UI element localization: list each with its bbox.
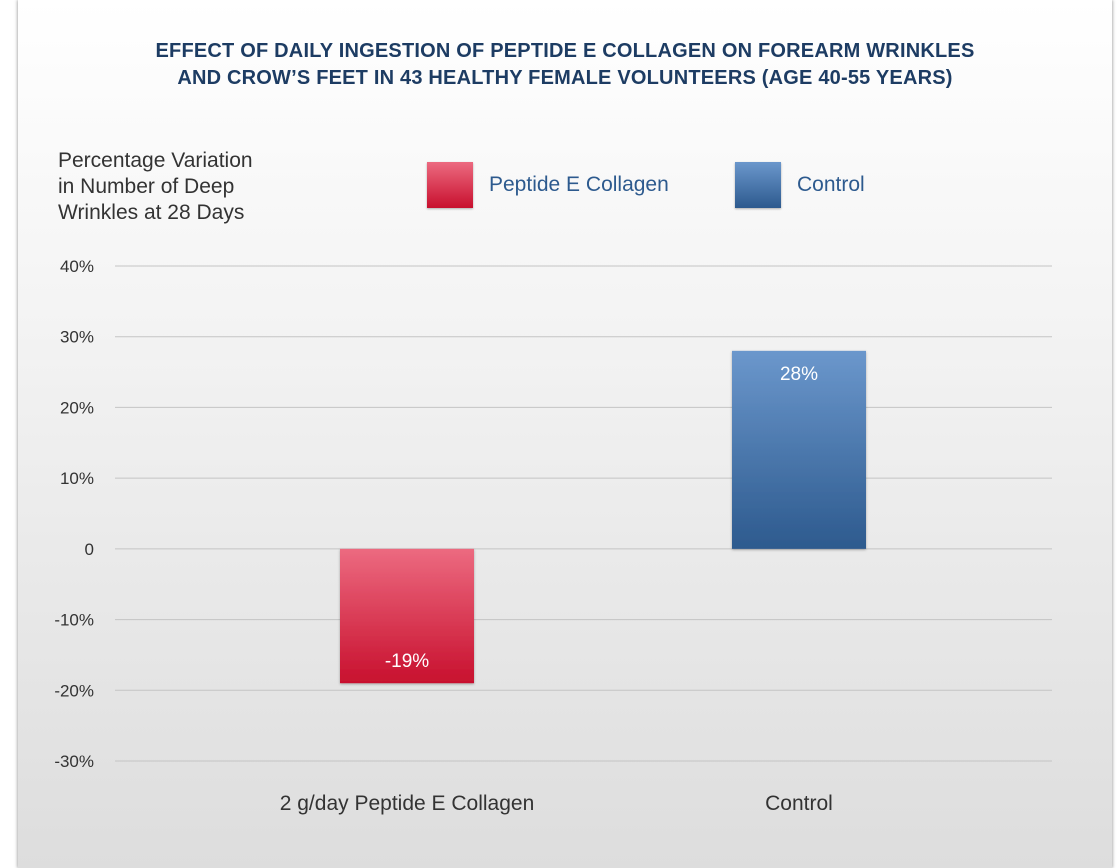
- y-axis-label: Percentage Variation in Number of Deep W…: [58, 148, 253, 226]
- y-tick-label: 40%: [60, 257, 94, 276]
- legend-item-control: Control: [735, 162, 865, 208]
- y-tick-label: 10%: [60, 469, 94, 488]
- legend-label-peptide: Peptide E Collagen: [489, 173, 669, 196]
- chart-title-line-2: AND CROW’S FEET IN 43 HEALTHY FEMALE VOL…: [177, 67, 953, 89]
- y-tick-label: 30%: [60, 328, 94, 347]
- chart-panel: [18, 0, 1112, 868]
- chart-title-line-1: EFFECT OF DAILY INGESTION OF PEPTIDE E C…: [155, 40, 975, 62]
- y-tick-label: -20%: [54, 681, 94, 700]
- y-axis-label-line-1: Percentage Variation: [58, 149, 253, 172]
- y-tick-label: -30%: [54, 752, 94, 771]
- y-tick-label: -10%: [54, 611, 94, 630]
- bar-peptide-e-collagen: [340, 548, 474, 684]
- y-axis-label-line-3: Wrinkles at 28 Days: [58, 201, 245, 224]
- legend-swatch-control: [735, 162, 781, 208]
- data-label: 28%: [780, 364, 818, 385]
- x-category-label: 2 g/day Peptide E Collagen: [280, 792, 535, 815]
- legend-label-control: Control: [797, 173, 865, 196]
- y-tick-label: 0: [85, 540, 94, 559]
- data-label: -19%: [385, 651, 429, 672]
- x-category-label: Control: [765, 792, 833, 815]
- legend-swatch-peptide: [427, 162, 473, 208]
- chart-title: EFFECT OF DAILY INGESTION OF PEPTIDE E C…: [18, 38, 1112, 92]
- y-axis-label-line-2: in Number of Deep: [58, 175, 235, 198]
- bar-control: [732, 350, 866, 549]
- legend-item-peptide: Peptide E Collagen: [427, 162, 669, 208]
- y-tick-label: 20%: [60, 398, 94, 417]
